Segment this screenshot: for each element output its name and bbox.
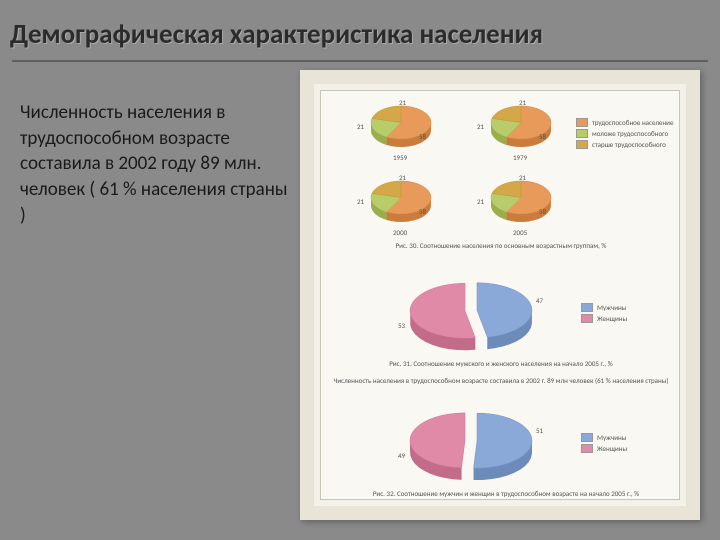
- pie-value-label: 2000: [393, 228, 407, 237]
- pie-value-label: 53: [398, 321, 405, 330]
- pie-value-label: 51: [536, 426, 543, 435]
- pie-value-label: 58: [419, 132, 426, 141]
- legend-swatch: [576, 118, 588, 127]
- pie-value-label: 21: [399, 98, 406, 107]
- pie-chart: [396, 393, 546, 500]
- legend-item: Мужчины: [581, 303, 627, 312]
- legend-label: Мужчины: [597, 433, 626, 442]
- pie-value-label: 58: [539, 207, 546, 216]
- pie-value-label: 2005: [513, 228, 527, 237]
- figure-caption: Рис. 32. Соотношение мужчин и женщин в т…: [341, 489, 671, 498]
- legend-label: Женщины: [597, 314, 627, 323]
- pie-value-label: 21: [519, 98, 526, 107]
- pie-value-label: 21: [519, 173, 526, 182]
- legend-label: моложе трудоспособного: [592, 129, 668, 138]
- body-paragraph: Численность населения в трудоспособном в…: [20, 100, 290, 228]
- legend-swatch: [581, 444, 593, 453]
- legend-label: Мужчины: [597, 303, 626, 312]
- legend-label: трудоспособное население: [592, 118, 673, 127]
- legend-item: старше трудоспособного: [576, 140, 673, 149]
- legend-item: Женщины: [581, 444, 627, 453]
- pie-value-label: 58: [539, 132, 546, 141]
- legend-item: трудоспособное население: [576, 118, 673, 127]
- legend-item: Мужчины: [581, 433, 627, 442]
- legend: Мужчины Женщины: [581, 431, 627, 455]
- pie-value-label: 21: [357, 197, 364, 206]
- legend-item: Женщины: [581, 314, 627, 323]
- title-underline: [12, 60, 708, 62]
- pie-chart: [396, 263, 546, 370]
- page-title: Демографическая характеристика населения: [10, 18, 710, 51]
- pie-value-label: 21: [477, 122, 484, 131]
- pie-value-label: 21: [477, 197, 484, 206]
- legend-swatch: [576, 140, 588, 149]
- figure-paper: 1959197920002005582121582121582121582121…: [320, 90, 680, 500]
- legend-swatch: [581, 303, 593, 312]
- legend-item: моложе трудоспособного: [576, 129, 673, 138]
- figure-caption: Численность населения в трудоспособном в…: [331, 376, 671, 385]
- legend: трудоспособное население моложе трудоспос…: [576, 116, 673, 151]
- legend-label: Женщины: [597, 444, 627, 453]
- figure-caption: Рис. 31. Соотношение мужского и женского…: [341, 359, 661, 368]
- legend-swatch: [581, 433, 593, 442]
- figure-frame: 1959197920002005582121582121582121582121…: [300, 70, 700, 520]
- legend-swatch: [576, 129, 588, 138]
- pie-value-label: 21: [399, 173, 406, 182]
- legend-swatch: [581, 314, 593, 323]
- legend: Мужчины Женщины: [581, 301, 627, 325]
- pie-value-label: 21: [357, 122, 364, 131]
- pie-value-label: 58: [419, 207, 426, 216]
- figure-caption: Рис. 30. Соотношение населения по основн…: [351, 241, 651, 250]
- legend-label: старше трудоспособного: [592, 140, 666, 149]
- pie-value-label: 49: [398, 451, 405, 460]
- pie-value-label: 47: [536, 296, 543, 305]
